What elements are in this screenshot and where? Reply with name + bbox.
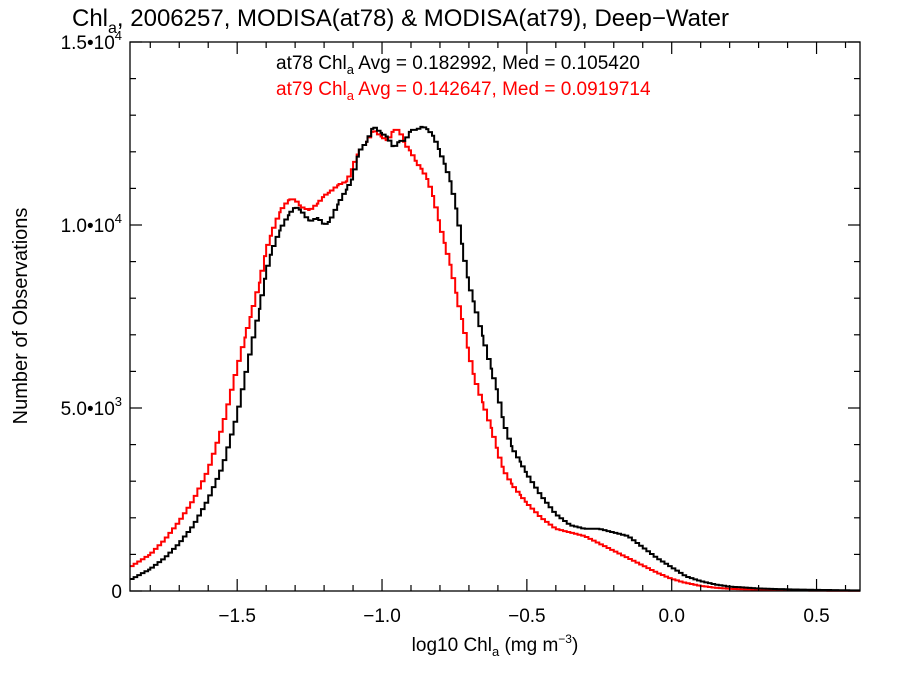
x-axis-label-main: log10 Chl [412, 635, 492, 656]
x-tick-label: 0.0 [658, 606, 684, 627]
x-axis-label-units: (mg m [499, 635, 558, 656]
x-tick-label: −1.0 [363, 606, 401, 627]
chart-title-subscript: a [108, 20, 117, 37]
y-axis: 0 5.0•103 1.0•104 1.5•104 [61, 28, 860, 603]
x-axis-label-subscript: a [492, 644, 500, 659]
legend-annotation-at78: at78 Chla Avg = 0.182992, Med = 0.105420 [276, 53, 640, 77]
legend-annotation-at79-name: at79 Chl [276, 79, 347, 100]
x-axis-label: log10 Chla (mg m−3) [412, 632, 579, 659]
legend-annotation-at78-subscript: a [347, 62, 355, 77]
legend-annotation-at78-name: at78 Chl [276, 53, 347, 74]
series-line-at79 [130, 128, 860, 592]
x-tick-label: −0.5 [508, 606, 546, 627]
legend-annotation-at79-text: Avg = 0.142647, Med = 0.0919714 [354, 79, 651, 100]
legend-annotation-at79-subscript: a [347, 88, 355, 103]
x-tick-label: 0.5 [803, 606, 829, 627]
plot-frame [129, 41, 861, 592]
legend-annotation-at78-text: Avg = 0.182992, Med = 0.105420 [354, 53, 640, 74]
y-axis-label: Number of Observations [10, 208, 32, 425]
x-tick-label: −1.5 [218, 606, 256, 627]
series-at79 [130, 128, 860, 592]
x-axis-label-superscript: −3 [558, 632, 572, 646]
chart-title: Chla, 2006257, MODISA(at78) & MODISA(at7… [72, 5, 729, 37]
legend-annotation-at79: at79 Chla Avg = 0.142647, Med = 0.091971… [276, 79, 651, 103]
x-axis: −1.5 −1.0 −0.5 0.0 0.5 [149, 42, 847, 627]
y-tick-label: 5.0•103 [61, 394, 122, 420]
y-tick-label: 1.0•104 [61, 211, 122, 237]
series-layer [130, 125, 860, 592]
x-axis-label-close: ) [572, 635, 578, 656]
series-line-at78 [130, 125, 860, 592]
y-tick-label: 1.5•104 [61, 28, 122, 54]
y-tick-label: 0 [111, 582, 122, 603]
series-at78 [130, 125, 860, 592]
chart-title-rest: , 2006257, MODISA(at78) & MODISA(at79), … [117, 5, 729, 32]
chart-title-main: Chl [72, 5, 108, 32]
